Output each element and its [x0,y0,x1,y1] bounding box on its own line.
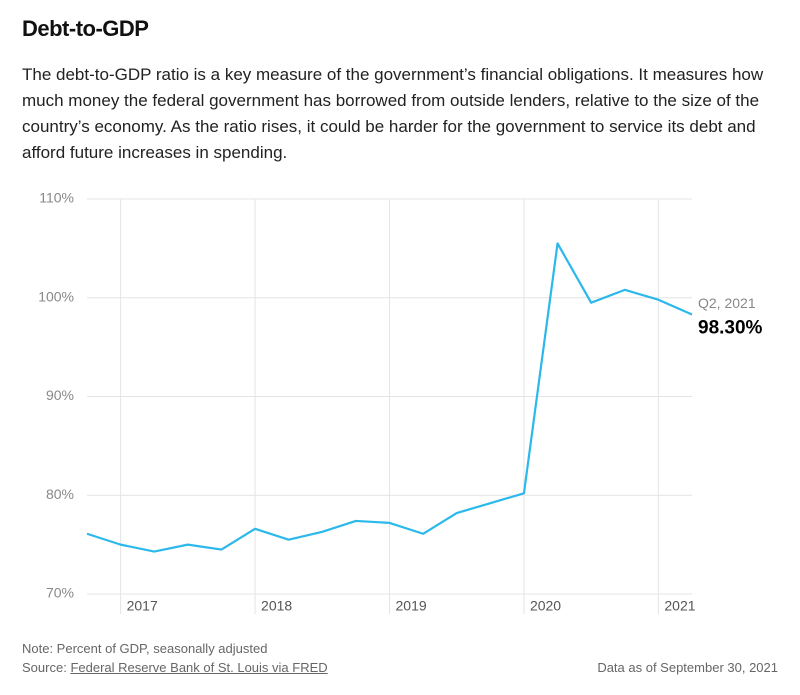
y-tick-label: 80% [46,486,74,502]
x-tick-label: 2021 [664,598,695,614]
data-line [86,242,693,553]
x-tick-label: 2018 [261,598,292,614]
y-tick-label: 70% [46,585,74,601]
y-tick-label: 100% [38,288,74,304]
description: The debt-to-GDP ratio is a key measure o… [22,65,764,162]
x-tick-label: 2019 [396,598,427,614]
point-label: Q2, 2021 [698,295,756,311]
data-date: Data as of September 30, 2021 [597,660,778,675]
source: Source: Federal Reserve Bank of St. Loui… [22,660,328,675]
x-tick-label: 2017 [127,598,158,614]
title: Debt-to-GDP [22,16,149,41]
y-tick-label: 90% [46,387,74,403]
note: Note: Percent of GDP, seasonally adjuste… [22,641,268,656]
value-label: 98.30% [698,318,763,339]
y-tick-label: 110% [39,190,74,206]
x-tick-label: 2020 [530,598,561,614]
source-link[interactable]: Federal Reserve Bank of St. Louis via FR… [70,660,328,675]
source-prefix: Source: [22,660,67,675]
